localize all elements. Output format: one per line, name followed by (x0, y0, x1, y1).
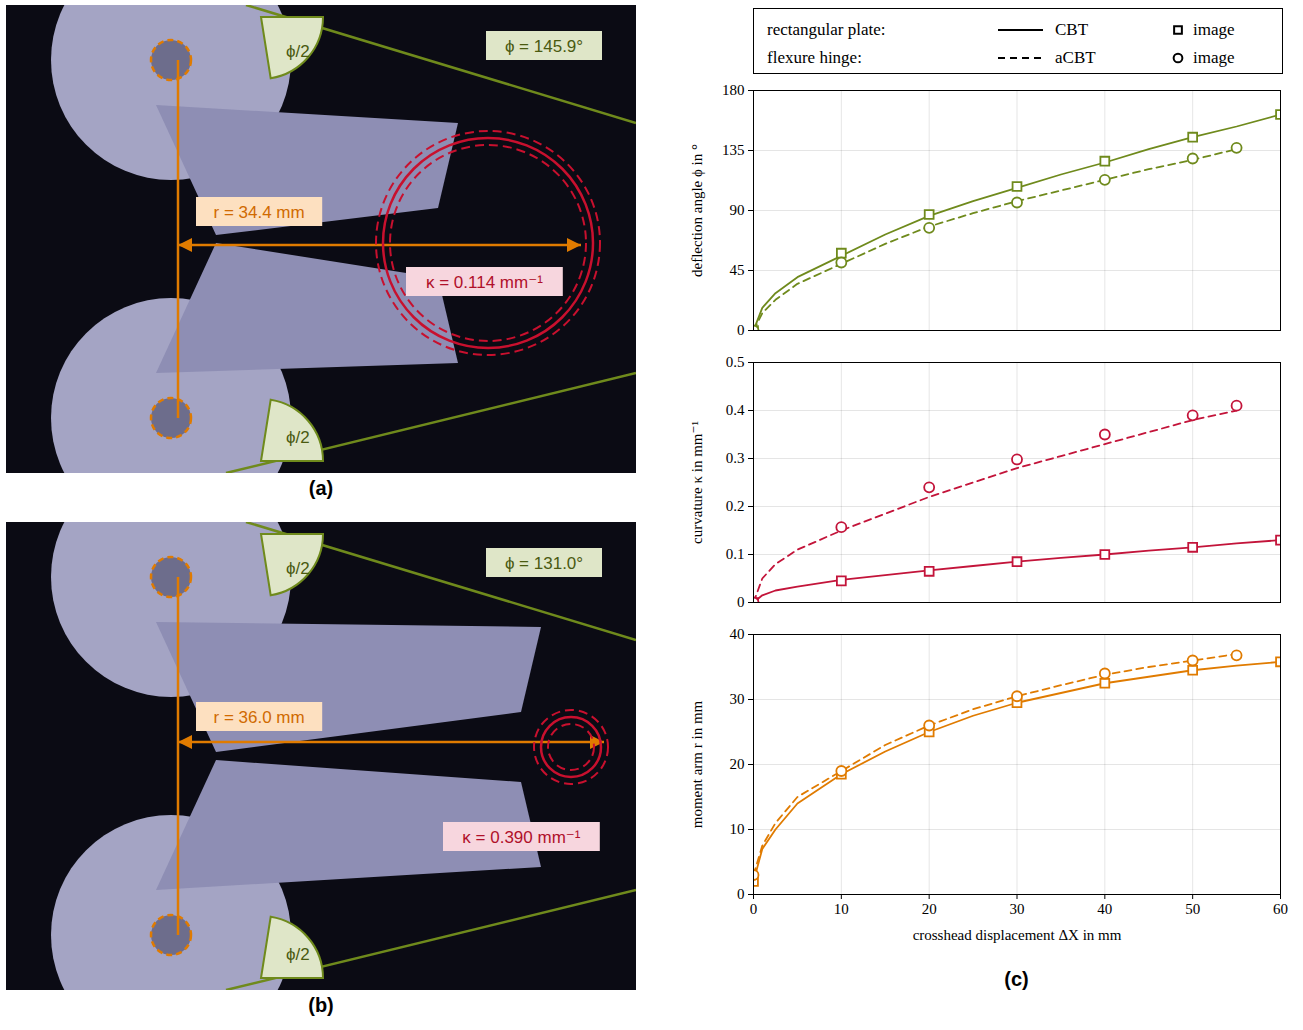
svg-text:curvature κ in mm⁻¹: curvature κ in mm⁻¹ (689, 421, 705, 544)
svg-text:180: 180 (722, 82, 745, 98)
svg-text:90: 90 (730, 202, 745, 218)
svg-text:ϕ/2: ϕ/2 (286, 42, 310, 61)
svg-text:0.4: 0.4 (726, 402, 745, 418)
svg-text:0: 0 (750, 901, 758, 917)
svg-text:10: 10 (730, 821, 745, 837)
svg-text:0.5: 0.5 (726, 354, 745, 370)
svg-text:0.3: 0.3 (726, 450, 745, 466)
svg-text:0: 0 (737, 594, 745, 610)
svg-text:crosshead displacement ΔX in m: crosshead displacement ΔX in mm (913, 927, 1122, 943)
svg-text:40: 40 (730, 626, 745, 642)
html-text:(c): (c) (1004, 968, 1029, 990)
svg-text:κ = 0.114 mm⁻¹: κ = 0.114 mm⁻¹ (426, 273, 543, 292)
svg-text:aCBT: aCBT (1055, 48, 1096, 67)
svg-text:0: 0 (737, 886, 745, 902)
svg-text:ϕ/2: ϕ/2 (286, 428, 310, 447)
svg-text:45: 45 (730, 262, 745, 278)
html-text:(a): (a) (308, 477, 334, 499)
html-text:(b): (b) (308, 994, 334, 1016)
svg-text:20: 20 (730, 756, 745, 772)
svg-text:moment arm r in mm: moment arm r in mm (689, 700, 705, 828)
svg-text:30: 30 (1010, 901, 1025, 917)
svg-text:ϕ/2: ϕ/2 (286, 945, 310, 964)
svg-text:flexure hinge:: flexure hinge: (767, 48, 862, 67)
svg-text:10: 10 (834, 901, 849, 917)
svg-text:40: 40 (1097, 901, 1112, 917)
svg-text:ϕ/2: ϕ/2 (286, 559, 310, 578)
svg-text:r = 34.4 mm: r = 34.4 mm (214, 203, 305, 222)
svg-text:image: image (1193, 20, 1235, 39)
svg-text:60: 60 (1273, 901, 1288, 917)
svg-text:0.1: 0.1 (726, 546, 745, 562)
svg-text:ϕ = 131.0°: ϕ = 131.0° (505, 554, 583, 573)
svg-text:rectangular plate:: rectangular plate: (767, 20, 885, 39)
svg-text:0: 0 (737, 322, 745, 338)
svg-text:30: 30 (730, 691, 745, 707)
svg-text:ϕ = 145.9°: ϕ = 145.9° (505, 37, 583, 56)
svg-text:135: 135 (722, 142, 745, 158)
svg-text:image: image (1193, 48, 1235, 67)
svg-text:0.2: 0.2 (726, 498, 745, 514)
svg-text:50: 50 (1185, 901, 1200, 917)
svg-text:r = 36.0 mm: r = 36.0 mm (214, 708, 305, 727)
svg-text:κ = 0.390 mm⁻¹: κ = 0.390 mm⁻¹ (462, 828, 580, 847)
svg-text:CBT: CBT (1055, 20, 1089, 39)
svg-text:20: 20 (922, 901, 937, 917)
svg-text:deflection angle ϕ in °: deflection angle ϕ in ° (689, 144, 705, 277)
